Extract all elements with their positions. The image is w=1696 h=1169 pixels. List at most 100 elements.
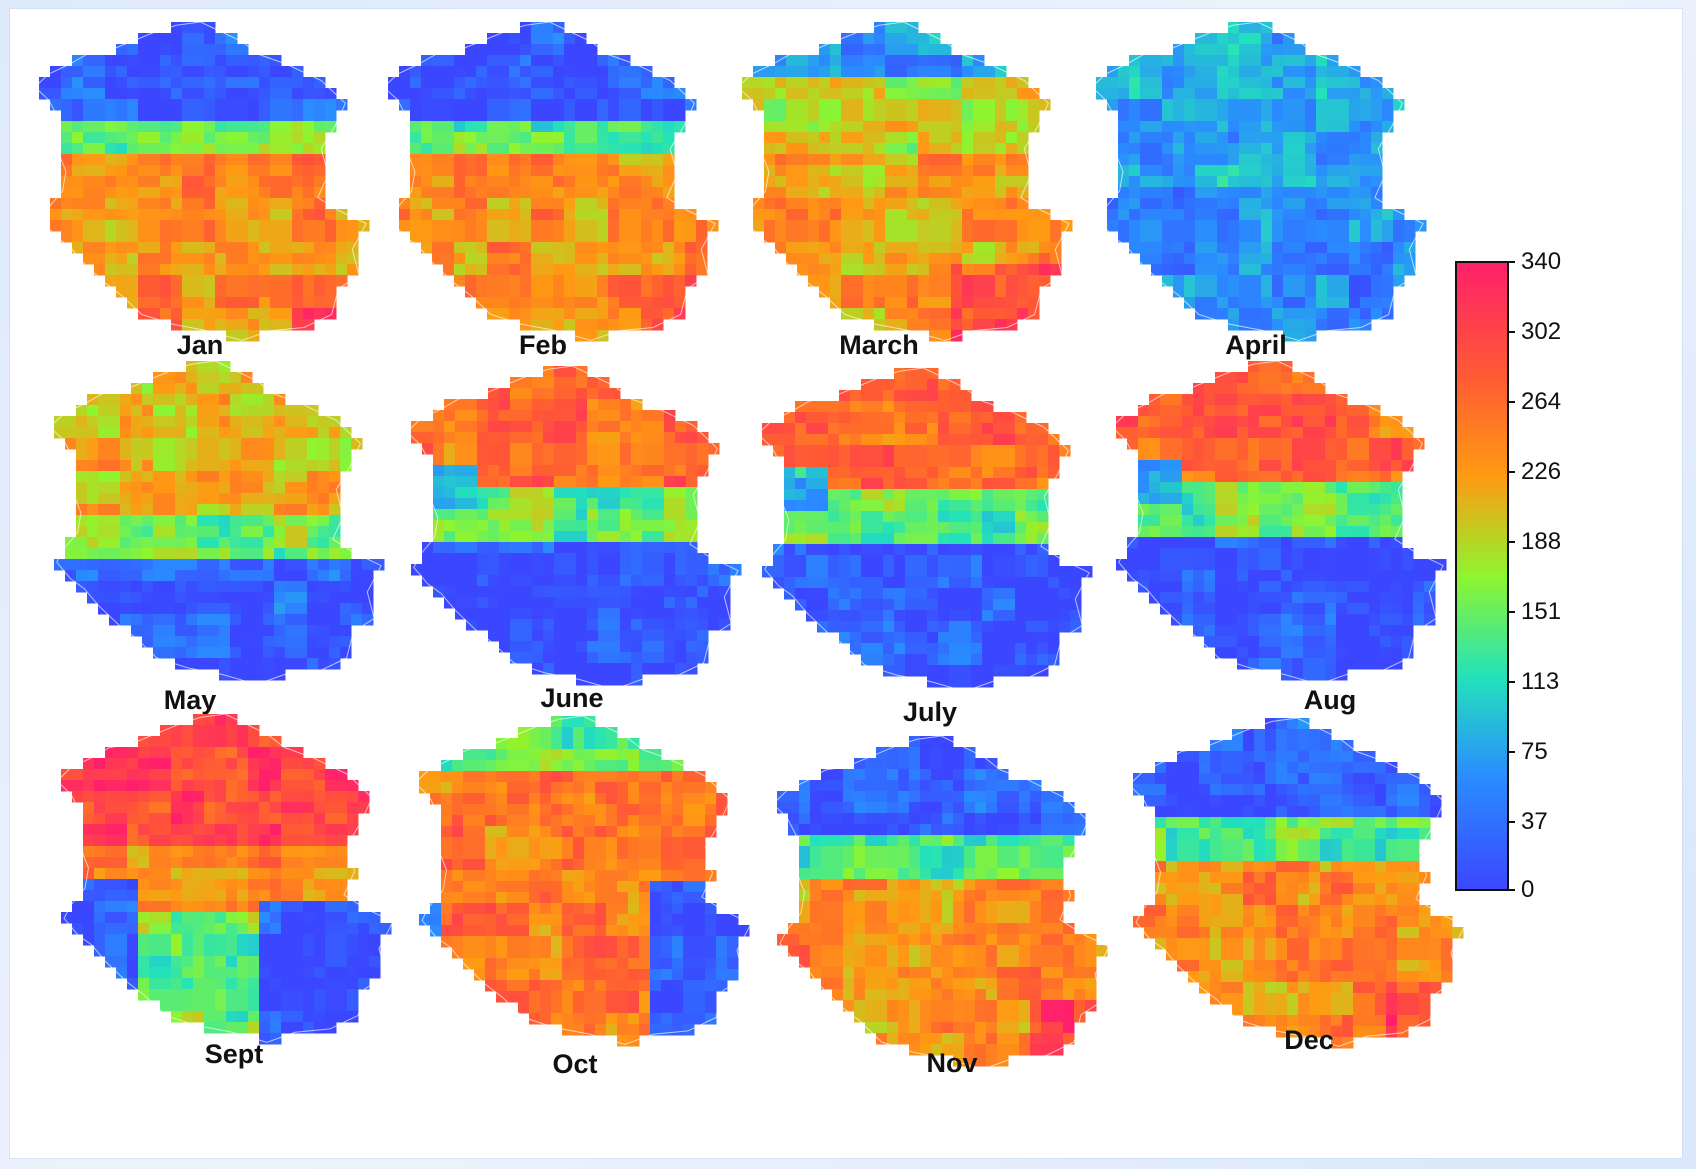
map-cell (808, 253, 820, 265)
map-cell (1151, 264, 1163, 276)
map-cell (292, 319, 304, 331)
map-cell (219, 570, 231, 582)
map-cell (292, 176, 304, 188)
map-cell (565, 388, 577, 400)
map-cell (830, 198, 842, 210)
map-cell (1162, 55, 1174, 67)
map-cell (1129, 121, 1141, 133)
map-cell (241, 614, 253, 626)
map-cell (564, 44, 576, 56)
map-cell (186, 658, 198, 670)
map-cell (1215, 570, 1227, 582)
map-cell (120, 482, 132, 494)
map-cell (432, 77, 444, 89)
map-cell (1338, 264, 1350, 276)
map-cell (885, 154, 897, 166)
map-cell (1204, 427, 1216, 439)
map-cell (762, 423, 774, 435)
map-cell (1173, 132, 1185, 144)
map-cell (1193, 515, 1205, 527)
map-cell (795, 500, 807, 512)
map-cell (663, 143, 675, 155)
map-cell (399, 198, 411, 210)
map-cell (565, 498, 577, 510)
map-cell (120, 581, 132, 593)
map-cell (949, 676, 961, 688)
map-cell (248, 110, 260, 122)
map-cell (1314, 636, 1326, 648)
map-cell (83, 99, 95, 111)
map-cell (1380, 515, 1392, 527)
map-cell (1215, 625, 1227, 637)
map-cell (182, 209, 194, 221)
map-cell (1195, 176, 1207, 188)
map-cell (1184, 253, 1196, 265)
map-cell (543, 465, 555, 477)
map-cell (686, 465, 698, 477)
map-cell (532, 597, 544, 609)
map-cell (281, 66, 293, 78)
map-cell (149, 308, 161, 320)
map-cell (1217, 154, 1229, 166)
map-cell (1151, 143, 1163, 155)
map-cell (182, 275, 194, 287)
map-cell (465, 55, 477, 67)
map-cell (808, 110, 820, 122)
map-cell (1248, 394, 1260, 406)
map-cell (554, 487, 566, 499)
map-cell (197, 493, 209, 505)
map-cell (443, 110, 455, 122)
map-cell (949, 401, 961, 413)
map-cell (531, 275, 543, 287)
map-cell (127, 220, 139, 232)
map-cell (1160, 438, 1172, 450)
map-cell (487, 308, 499, 320)
map-cell (973, 231, 985, 243)
map-cell (1424, 559, 1436, 571)
map-cell (175, 482, 187, 494)
map-cell (444, 421, 456, 433)
map-cell (105, 198, 117, 210)
map-cell (61, 209, 73, 221)
map-cell (938, 423, 950, 435)
map-cell (193, 264, 205, 276)
map-cell (542, 209, 554, 221)
map-cell (1358, 559, 1370, 571)
map-cell (487, 154, 499, 166)
map-cell (1239, 99, 1251, 111)
map-cell (1151, 55, 1163, 67)
map-cell (883, 621, 895, 633)
map-cell (587, 586, 599, 598)
map-cell (1237, 471, 1249, 483)
map-cell (153, 372, 165, 384)
map-cell (1160, 592, 1172, 604)
map-cell (274, 647, 286, 659)
map-cell (509, 165, 521, 177)
map-cell (797, 110, 809, 122)
map-cell (907, 165, 919, 177)
map-cell (116, 44, 128, 56)
map-cell (1226, 383, 1238, 395)
map-cell (292, 198, 304, 210)
map-cell (609, 399, 621, 411)
map-cell (631, 597, 643, 609)
map-cell (652, 110, 664, 122)
map-cell (620, 630, 632, 642)
map-cell (951, 176, 963, 188)
map-cell (553, 286, 565, 298)
map-cell (329, 581, 341, 593)
map-cell (775, 198, 787, 210)
map-cell (281, 253, 293, 265)
map-cell (1248, 603, 1260, 615)
map-cell (1006, 209, 1018, 221)
map-cell (984, 319, 996, 331)
map-cell (499, 597, 511, 609)
map-cell (565, 586, 577, 598)
map-cell (960, 456, 972, 468)
map-cell (226, 99, 238, 111)
map-cell (927, 566, 939, 578)
map-cell (1316, 66, 1328, 78)
map-cell (149, 88, 161, 100)
map-cell (620, 476, 632, 488)
map-cell (1129, 176, 1141, 188)
